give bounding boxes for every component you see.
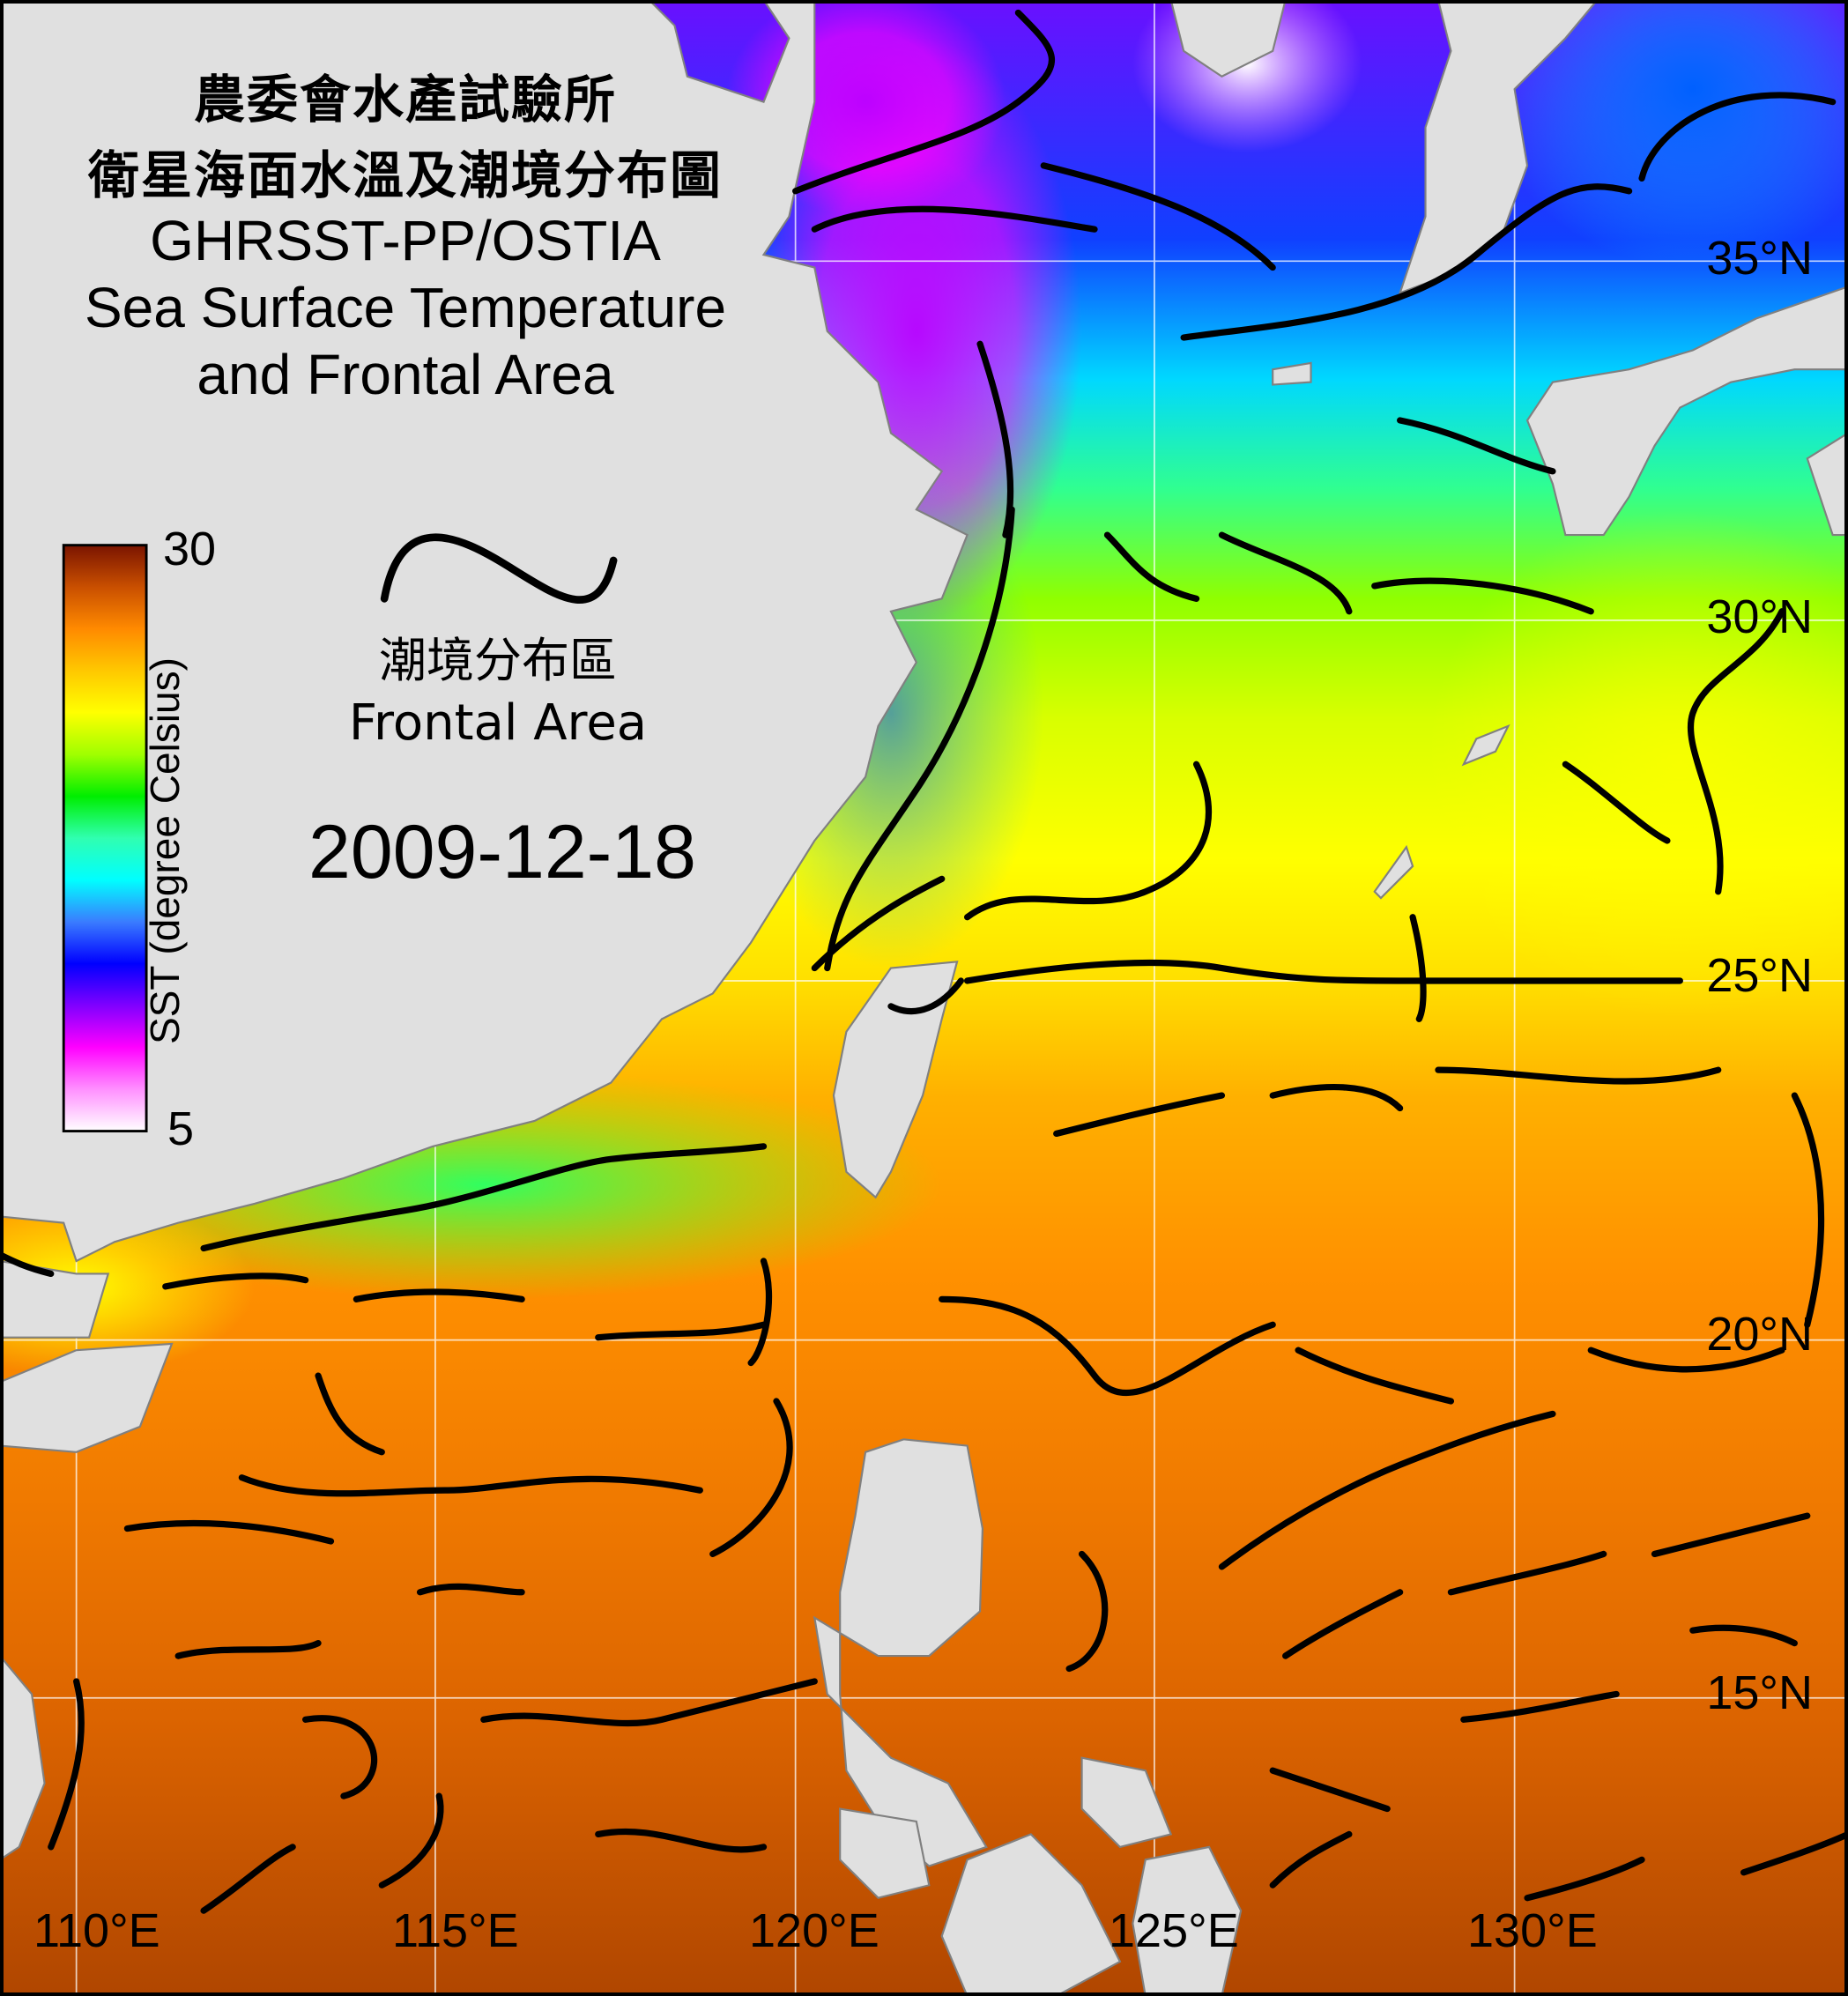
lon-label-130: 130°E (1467, 1904, 1598, 1957)
okinawa-island (1461, 723, 1510, 767)
leizhou-peninsula (0, 1259, 110, 1339)
lon-label-120: 120°E (749, 1904, 879, 1957)
warm-water-zone (1425, 509, 1848, 1020)
lat-label-30: 30°N (1706, 590, 1813, 643)
frontal-line (162, 1273, 309, 1290)
frontal-line (824, 506, 1015, 972)
frontal-line (963, 959, 1683, 984)
lat-label-15: 15°N (1706, 1666, 1813, 1719)
lon-label-115: 115°E (392, 1904, 519, 1957)
lat-label-35: 35°N (1706, 232, 1813, 285)
frontal-line (302, 1715, 378, 1799)
luzon-island (813, 1438, 988, 1867)
frontal-line (238, 1474, 703, 1497)
frontal-line (480, 1678, 818, 1727)
frontal-line (1562, 761, 1671, 844)
frontal-line (963, 761, 1213, 921)
indochina (0, 1654, 46, 1861)
frontal-line (200, 1844, 296, 1914)
japan-kyushu-honshu (1525, 286, 1848, 537)
colorbar (62, 544, 148, 1132)
frontal-line (1460, 1690, 1620, 1723)
japan-shikoku (1806, 432, 1848, 537)
hainan-island (0, 1342, 174, 1453)
frontal-line (353, 1288, 525, 1302)
frontal-line (595, 1321, 768, 1341)
leyte-mindanao (1132, 1845, 1243, 1996)
frontal-line (887, 977, 964, 1015)
frontal-line (1397, 417, 1556, 475)
frontal-line (811, 205, 1098, 233)
frontal-line (709, 1398, 793, 1558)
frontal-line (1065, 1550, 1109, 1673)
frontal-line (48, 1678, 85, 1851)
frontal-line (1103, 531, 1200, 602)
frontal-line (747, 1258, 773, 1367)
frontal-line (1269, 1084, 1404, 1112)
colorbar-min: 5 (167, 1102, 195, 1155)
frontal-line (1371, 577, 1594, 615)
frontal-line (1269, 1830, 1353, 1888)
frontal-line (1218, 1410, 1556, 1570)
frontal-line (1295, 1347, 1455, 1405)
frontal-line (1740, 1830, 1848, 1876)
colorbar-axis-label: SST (degree Celsius) (142, 657, 188, 1044)
frontal-line (1791, 1092, 1825, 1328)
frontal-line (315, 1372, 385, 1456)
lon-label-125: 125°E (1109, 1904, 1239, 1957)
frontal-line (1689, 1624, 1798, 1647)
frontal-line (1180, 183, 1633, 341)
title-map-zh: 衛星海面水溫及潮境分布圖 (87, 145, 723, 205)
ryukyu-island (1373, 844, 1414, 900)
frontal-line (1040, 162, 1276, 271)
frontal-line (378, 1792, 444, 1888)
frontal-line (416, 1583, 525, 1596)
map-date: 2009-12-18 (308, 810, 696, 894)
frontal-line (595, 1828, 768, 1853)
frontal-line (1053, 1092, 1226, 1138)
frontal-line (1638, 92, 1837, 182)
samar-island (1080, 1756, 1173, 1849)
frontal-line (123, 1519, 335, 1545)
liaodong-peninsula (1169, 0, 1287, 78)
frontal-line (1218, 531, 1353, 615)
frontal-line (1269, 1767, 1391, 1813)
frontal-line (1524, 1856, 1645, 1902)
title-product: GHRSST-PP/OSTIA (150, 209, 661, 272)
frontal-line (200, 1143, 768, 1252)
title-institute: 農委會水產試驗所 (193, 70, 617, 130)
frontal-line (1687, 608, 1785, 895)
mindoro-island (839, 1807, 931, 1899)
frontal-line (811, 875, 946, 972)
frontal-line (792, 9, 1056, 195)
frontal-line (174, 1640, 322, 1659)
frontal-line (1435, 1066, 1722, 1085)
title-en-line2: and Frontal Area (197, 343, 614, 406)
frontal-line (1651, 1512, 1811, 1558)
colorbar-max: 30 (163, 523, 217, 575)
frontal-lines (0, 9, 1848, 1914)
frontal-line (1409, 914, 1427, 1022)
mainland-china (0, 0, 969, 1263)
legend-label-zh: 潮境分布區 (379, 633, 617, 688)
title-en-line1: Sea Surface Temperature (84, 276, 727, 339)
lat-label-25: 25°N (1706, 949, 1813, 1002)
legend-label-en: Frontal Area (348, 694, 648, 752)
frontal-line (1447, 1550, 1607, 1596)
colorbar-gradient (62, 544, 148, 1132)
lon-label-110: 110°E (33, 1904, 160, 1957)
lat-label-20: 20°N (1706, 1308, 1813, 1361)
frontal-line (1282, 1589, 1404, 1659)
frontal-line (1587, 1347, 1785, 1373)
visayas-islands (940, 1833, 1122, 1996)
jeju-island (1272, 361, 1312, 386)
front-line-icon (380, 533, 618, 604)
frontal-line (939, 1295, 1276, 1397)
